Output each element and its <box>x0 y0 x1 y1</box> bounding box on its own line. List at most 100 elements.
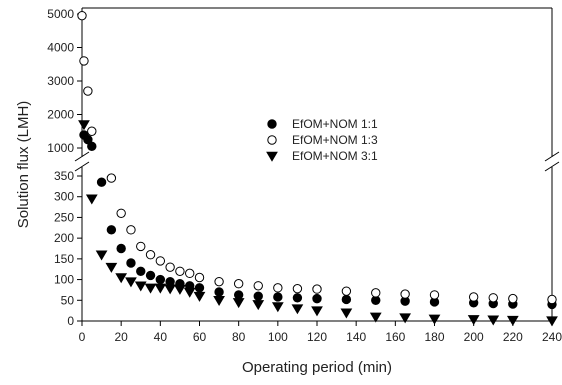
y-tick-label: 100 <box>54 273 74 287</box>
data-point-series-2 <box>400 289 410 299</box>
data-point-series-2 <box>126 225 136 235</box>
y-tick-label: 5000 <box>47 7 74 21</box>
x-tick-label: 0 <box>79 330 86 344</box>
y-tick-label: 3000 <box>47 74 74 88</box>
y-axis-break-mark <box>74 161 90 172</box>
data-point-series-3 <box>291 304 304 315</box>
data-point-series-2 <box>136 241 146 252</box>
data-point-series-3 <box>428 314 441 325</box>
data-point-series-3 <box>183 287 196 298</box>
data-point-series-3 <box>78 120 90 131</box>
data-point-series-3 <box>164 284 176 295</box>
x-tick-label: 140 <box>346 330 366 344</box>
data-point-series-1 <box>273 292 283 302</box>
x-tick-label: 40 <box>154 330 168 344</box>
x-tick-label: 220 <box>503 330 523 344</box>
x-tick-label: 160 <box>385 330 405 344</box>
data-point-series-3 <box>399 313 411 324</box>
data-point-series-3 <box>134 281 147 292</box>
data-point-series-1 <box>87 141 97 152</box>
data-point-series-2 <box>83 86 93 96</box>
data-point-series-3 <box>193 291 206 302</box>
y-tick-label: 200 <box>54 231 74 245</box>
x-tick-label: 100 <box>268 330 288 344</box>
data-point-series-2 <box>488 293 498 303</box>
data-point-series-2 <box>194 272 205 283</box>
data-point-series-2 <box>87 126 97 136</box>
legend-label-series-2: EfOM+NOM 1:3 <box>292 133 378 147</box>
data-point-series-2 <box>185 268 195 279</box>
legend-marker-series-1 <box>267 119 277 129</box>
data-point-series-3 <box>506 315 519 326</box>
data-point-series-1 <box>155 274 166 285</box>
data-point-series-2 <box>106 173 117 183</box>
data-point-series-2 <box>468 292 479 302</box>
right-axis-break-mark <box>544 161 560 172</box>
data-point-series-2 <box>273 283 283 293</box>
data-point-series-2 <box>312 284 322 294</box>
data-point-series-2 <box>371 288 381 298</box>
data-point-series-2 <box>175 266 185 276</box>
data-point-series-3 <box>125 277 137 288</box>
data-point-series-3 <box>546 316 558 327</box>
data-point-series-1 <box>214 287 224 297</box>
data-point-series-2 <box>292 283 303 294</box>
x-tick-label: 200 <box>464 330 484 344</box>
data-point-series-1 <box>292 293 303 303</box>
y-tick-label: 250 <box>54 210 74 224</box>
data-point-series-2 <box>77 10 87 21</box>
data-point-series-1 <box>194 283 205 293</box>
y-axis-title: Solution flux (LMH) <box>15 101 32 229</box>
data-point-series-2 <box>341 286 352 296</box>
data-point-series-3 <box>144 283 157 294</box>
data-point-series-3 <box>467 315 480 326</box>
x-tick-label: 80 <box>232 330 246 344</box>
data-point-series-3 <box>95 250 108 261</box>
data-point-series-1 <box>116 243 126 254</box>
data-point-series-3 <box>174 284 186 295</box>
y-tick-label: 2000 <box>47 108 74 122</box>
data-point-series-2 <box>508 293 518 304</box>
y-tick-label: 150 <box>54 252 74 266</box>
data-point-series-1 <box>145 270 156 281</box>
data-point-series-2 <box>79 56 89 66</box>
data-point-series-3 <box>252 300 265 311</box>
y-tick-label: 300 <box>54 190 74 204</box>
data-point-series-1 <box>136 266 146 276</box>
data-point-series-1 <box>96 177 107 187</box>
data-point-series-1 <box>253 291 263 301</box>
data-point-series-2 <box>145 250 156 260</box>
y-axis-break-mark <box>74 151 90 162</box>
x-axis-title: Operating period (min) <box>242 359 392 376</box>
data-point-series-2 <box>547 294 557 305</box>
data-point-series-3 <box>154 283 167 294</box>
data-point-series-3 <box>487 315 500 326</box>
x-tick-label: 180 <box>424 330 444 344</box>
data-point-series-3 <box>340 308 353 319</box>
y-tick-label: 0 <box>67 314 74 328</box>
data-point-series-2 <box>429 290 440 300</box>
y-tick-label: 50 <box>61 293 75 307</box>
data-point-series-3 <box>311 306 323 317</box>
legend-label-series-3: EfOM+NOM 3:1 <box>292 149 378 163</box>
data-point-series-2 <box>116 208 126 218</box>
y-tick-label: 1000 <box>47 141 74 155</box>
data-point-series-3 <box>271 302 284 313</box>
data-point-series-3 <box>85 194 98 205</box>
x-tick-label: 20 <box>114 330 128 344</box>
x-tick-label: 60 <box>193 330 207 344</box>
data-point-series-2 <box>214 276 224 287</box>
data-point-series-1 <box>233 290 244 300</box>
data-point-series-2 <box>155 256 166 266</box>
data-point-series-3 <box>369 312 382 323</box>
y-tick-label: 4000 <box>47 41 74 55</box>
data-point-series-2 <box>253 281 263 291</box>
data-point-series-2 <box>233 279 244 289</box>
legend-marker-series-2 <box>267 135 277 145</box>
data-point-series-2 <box>165 262 175 272</box>
data-point-series-1 <box>106 225 117 235</box>
legend-marker-series-3 <box>266 151 278 162</box>
data-point-series-1 <box>126 258 136 268</box>
